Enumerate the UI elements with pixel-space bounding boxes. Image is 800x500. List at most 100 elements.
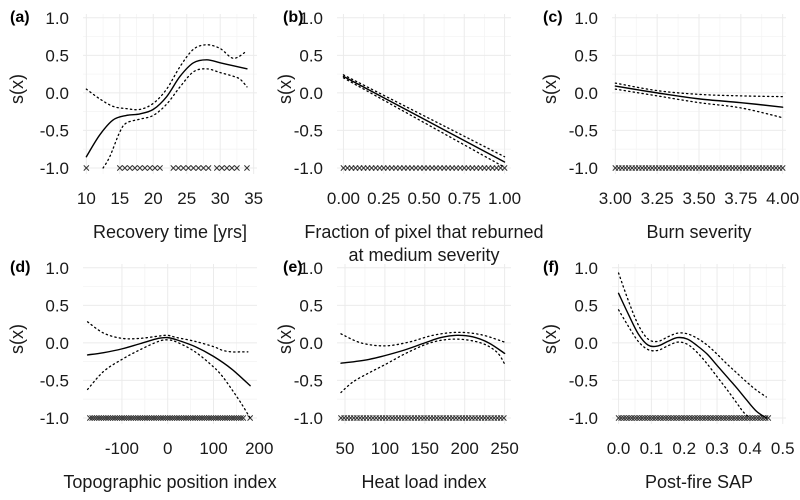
rug-mark — [217, 415, 224, 421]
rug-mark — [240, 415, 247, 421]
rug-mark — [733, 415, 740, 421]
y-tick-label: 1.0 — [299, 259, 323, 278]
y-tick-label: 0.5 — [299, 46, 323, 65]
rug-mark — [718, 415, 724, 421]
rug-mark — [109, 415, 116, 421]
lower-ci-line — [342, 77, 506, 168]
y-tick-label: 0.5 — [574, 296, 598, 315]
rug-mark — [224, 415, 231, 421]
estimate-line — [617, 292, 768, 419]
rug-mark — [707, 415, 714, 421]
x-tick-label: 0.5 — [771, 439, 795, 458]
rug-mark — [128, 415, 135, 421]
rug-mark — [238, 415, 244, 421]
y-tick-label: -1.0 — [569, 159, 598, 178]
rug-mark — [757, 415, 764, 421]
rug-mark — [86, 415, 93, 421]
x-axis-title: Post-fire SAP — [645, 472, 753, 492]
x-tick-label: 3.00 — [599, 189, 632, 208]
x-tick-label: 4.00 — [766, 189, 799, 208]
rug-mark — [739, 415, 745, 421]
rug-mark — [226, 415, 233, 421]
rug-mark — [660, 415, 667, 421]
rug-mark — [752, 415, 759, 421]
panel-f: -1.0 -0.5 0.0 0.5 1.0 0.0 0.1 0.2 0.3 0.4 0.5 Post-… — [540, 259, 795, 492]
rug-mark — [137, 415, 144, 421]
rug-mark — [151, 165, 158, 171]
x-tick-label: 25 — [177, 189, 196, 208]
y-tick-label: -0.5 — [569, 371, 598, 390]
y-tick-label: 0.0 — [299, 334, 323, 353]
y-tick-label: 0.0 — [574, 334, 598, 353]
panel-label: (a) — [10, 9, 30, 26]
rug-mark — [96, 415, 102, 421]
rug-mark — [615, 415, 622, 421]
rug-mark — [676, 415, 682, 421]
rug-mark — [185, 415, 192, 421]
lower-ci-line — [340, 338, 506, 394]
estimate-line — [86, 336, 251, 387]
rug-mark — [212, 415, 219, 421]
rug-mark — [683, 415, 690, 421]
y-tick-label: 1.0 — [45, 259, 69, 278]
rug-mark — [169, 415, 176, 421]
rug-mark — [199, 415, 206, 421]
rug-mark — [702, 415, 709, 421]
y-tick-label: 1.0 — [45, 9, 69, 28]
x-tick-label: 35 — [244, 189, 263, 208]
panel-a: -1.0 -0.5 0.0 0.5 1.0 10 15 20 25 30 35 Recovery ti… — [7, 9, 263, 242]
rug-mark — [754, 415, 761, 421]
rug-mark — [205, 165, 212, 171]
y-tick-label: 0.5 — [45, 296, 69, 315]
x-tick-label: 200 — [451, 439, 479, 458]
lower-ci-line — [102, 68, 248, 169]
panel-label: (e) — [283, 259, 303, 276]
rug-mark — [618, 415, 625, 421]
rug-mark — [160, 415, 167, 421]
rug-mark — [175, 165, 182, 171]
x-tick-label: 3.50 — [682, 189, 715, 208]
rug-mark — [691, 415, 698, 421]
rug-mark — [93, 415, 100, 421]
rug-mark — [697, 415, 703, 421]
rug-mark — [155, 415, 162, 421]
rug-mark — [712, 415, 719, 421]
rug-mark — [657, 415, 664, 421]
rug-mark — [203, 415, 210, 421]
rug-mark — [723, 415, 730, 421]
x-tick-label: 50 — [336, 439, 355, 458]
rug-mark — [668, 415, 675, 421]
rug-mark — [678, 415, 685, 421]
rug-group — [338, 415, 507, 421]
y-tick-label: 0.5 — [574, 46, 598, 65]
rug-mark — [623, 415, 630, 421]
x-tick-label: 150 — [411, 439, 439, 458]
rug-mark — [146, 415, 153, 421]
rug-mark — [620, 415, 627, 421]
estimate-line — [85, 59, 248, 158]
rug-mark — [200, 165, 207, 171]
rug-mark — [686, 415, 693, 421]
rug-mark — [116, 165, 123, 171]
rug-mark — [728, 415, 735, 421]
x-axis-title: Heat load index — [361, 472, 486, 492]
panel-label: (c) — [543, 9, 563, 26]
upper-ci-line — [340, 331, 506, 347]
x-axis-title: Recovery time [yrs] — [93, 222, 247, 242]
rug-mark — [144, 415, 151, 421]
rug-mark — [151, 415, 157, 421]
rug-mark — [196, 415, 203, 421]
rug-mark — [221, 415, 228, 421]
rug-mark — [694, 415, 701, 421]
rug-mark — [107, 415, 114, 421]
rug-mark — [699, 415, 706, 421]
rug-mark — [208, 415, 215, 421]
rug-mark — [501, 165, 508, 171]
panel-d: -1.0 -0.5 0.0 0.5 1.0 -100 0 100 200 Topographic … — [7, 259, 277, 492]
y-tick-label: -1.0 — [40, 409, 69, 428]
rug-group — [86, 415, 254, 421]
y-tick-label: 1.0 — [574, 9, 598, 28]
rug-mark — [116, 415, 123, 421]
rug-mark — [146, 165, 153, 171]
